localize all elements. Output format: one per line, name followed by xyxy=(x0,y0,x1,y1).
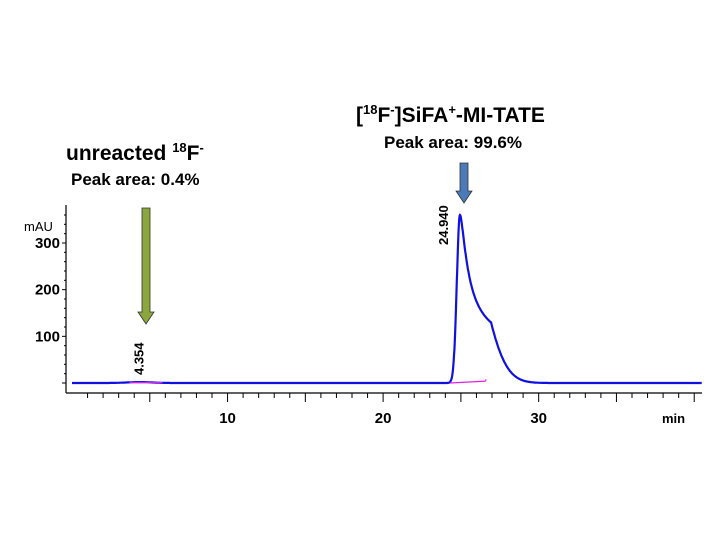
x-tick-label: 10 xyxy=(219,410,236,427)
peak2-integration-baseline xyxy=(449,380,486,384)
x-tick-label: 30 xyxy=(530,410,547,427)
peak1-arrow-icon xyxy=(137,207,155,325)
peak1-area-label: Peak area: 0.4% xyxy=(71,170,200,189)
peak1-title: unreacted 18F- xyxy=(66,140,204,165)
peak2-title: [18F-]SiFA+-MI-TATE xyxy=(356,102,545,127)
peak2-area-label: Peak area: 99.6% xyxy=(384,133,522,152)
y-tick-label: 200 xyxy=(35,282,60,299)
y-tick-label: 100 xyxy=(35,328,60,345)
x-axis-label: min xyxy=(662,411,685,426)
peak2-retention-time: 24.940 xyxy=(436,205,451,245)
chromatogram-trace xyxy=(72,213,702,385)
y-tick-label: 300 xyxy=(35,235,60,252)
peak2-arrow-icon xyxy=(455,162,473,204)
y-axis-label: mAU xyxy=(24,219,53,234)
x-tick-label: 20 xyxy=(375,410,392,427)
peak1-retention-time: 4.354 xyxy=(132,342,147,375)
